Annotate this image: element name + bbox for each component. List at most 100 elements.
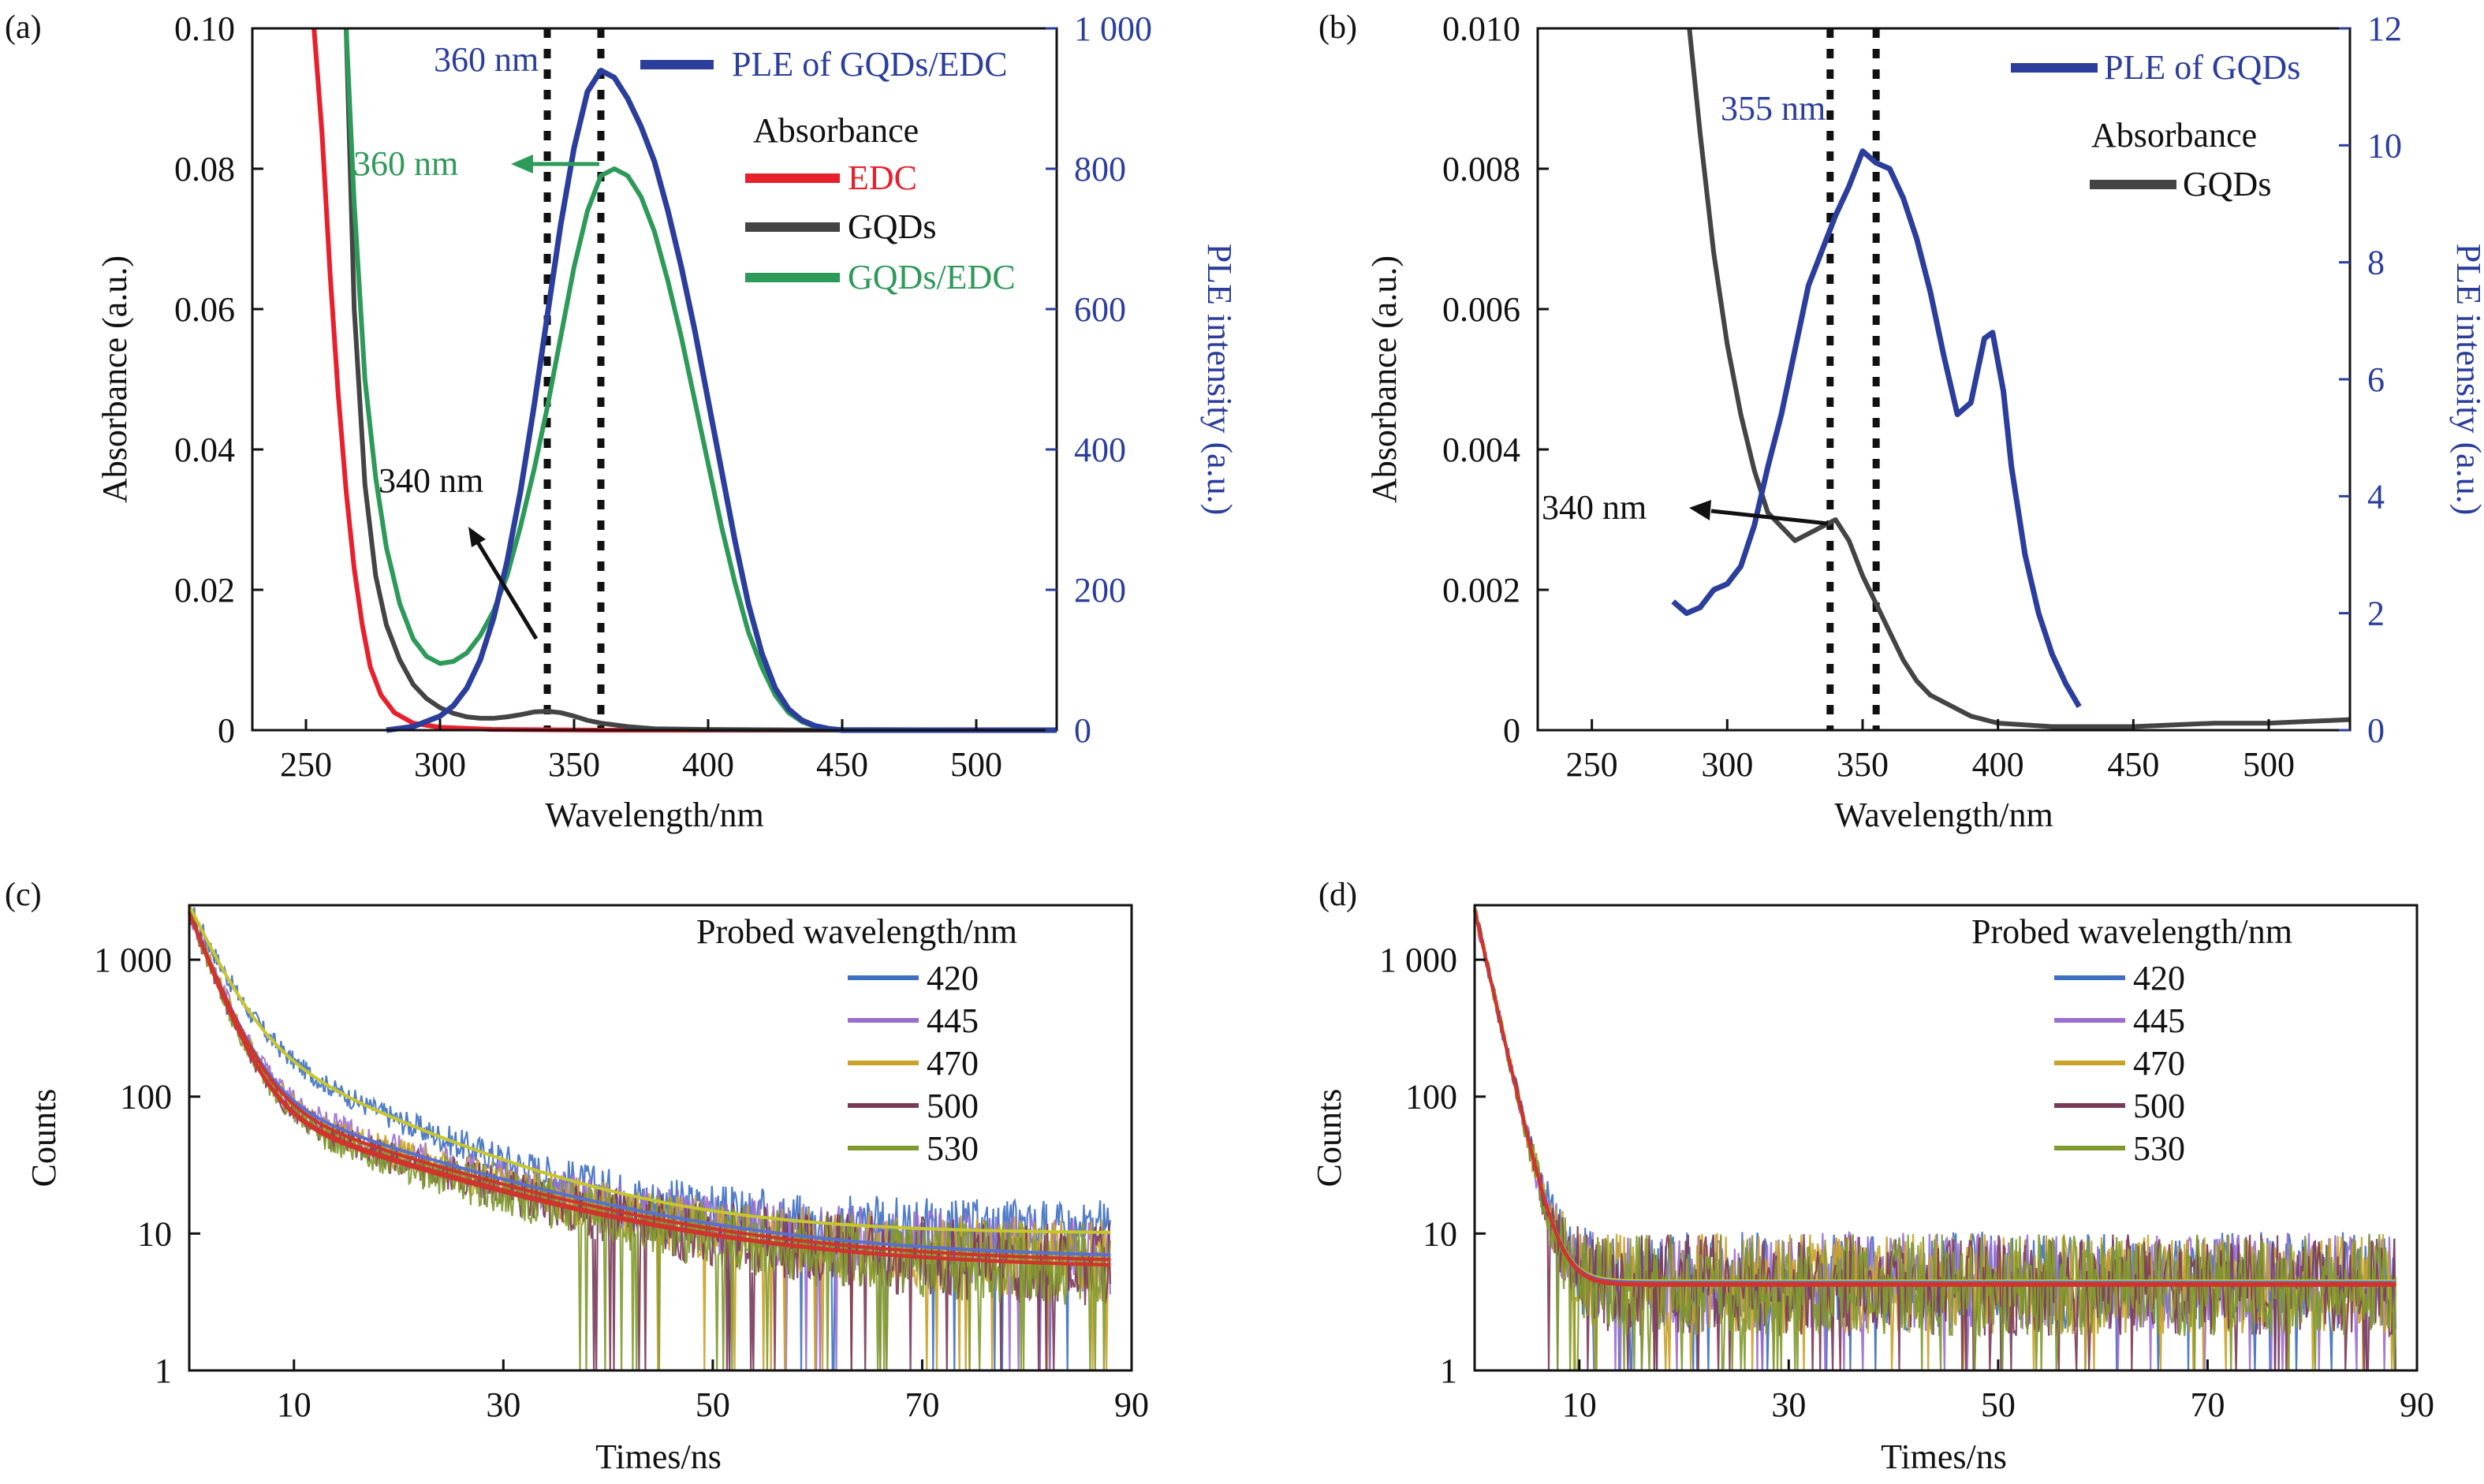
legend-title-absorbance-b: Absorbance xyxy=(2091,116,2257,155)
y-tick-label: 1 000 xyxy=(1379,941,1457,979)
x-tick-label: 250 xyxy=(1566,745,1618,784)
series-line-gqds xyxy=(344,28,1057,733)
legend-label-470: 470 xyxy=(2133,1044,2185,1083)
y-right-tick-label: 8 xyxy=(2367,244,2385,282)
y-tick-label: 100 xyxy=(120,1078,172,1117)
y-tick-label: 0.02 xyxy=(174,571,235,610)
panel-b-ylabel-right: PLE intensity (a.u.) xyxy=(2449,244,2484,516)
legend-label-470: 470 xyxy=(927,1044,979,1083)
panel-d-xlabel: Times/ns xyxy=(1881,1437,2007,1476)
x-tick-label: 10 xyxy=(277,1385,311,1424)
panel-c-frame xyxy=(188,904,1133,1372)
panel-b-axes: 250 300 350 400 450 500 0 0.002 0.004 0.006 0.008 0… xyxy=(1442,9,2402,784)
y-tick-label: 0.04 xyxy=(174,431,235,469)
annotation-arrowhead-340nm-b xyxy=(1689,500,1711,520)
y-tick-label: 1 xyxy=(155,1352,172,1390)
fit-line-530 xyxy=(188,912,1111,1267)
y-tick-label: 0.004 xyxy=(1442,431,1520,469)
x-tick-label: 250 xyxy=(280,745,332,784)
y-tick-label: 0.008 xyxy=(1442,150,1520,188)
panel-label-a: (a) xyxy=(5,9,42,46)
panel-c-legend: Probed wavelength/nm 420 445 470 500 530 xyxy=(696,912,1017,1168)
legend-label-ple-gqds-edc: PLE of GQDs/EDC xyxy=(732,45,1008,84)
legend-label-420: 420 xyxy=(2133,959,2185,997)
x-tick-label: 90 xyxy=(2400,1385,2434,1424)
y-right-tick-label: 600 xyxy=(1074,290,1126,329)
legend-label-gqds-b: GQDs xyxy=(2183,165,2271,203)
panel-a-frame xyxy=(251,27,1058,732)
panel-c-ylabel: Counts xyxy=(24,1089,63,1188)
x-tick-label: 50 xyxy=(1981,1385,2016,1424)
x-tick-label: 50 xyxy=(696,1385,730,1424)
legend-label-530: 530 xyxy=(927,1129,979,1168)
y-right-tick-label: 4 xyxy=(2367,477,2385,516)
y-right-tick-label: 0 xyxy=(1074,711,1091,750)
decay-trace-530 xyxy=(1473,908,2396,1372)
y-right-tick-label: 2 xyxy=(2367,595,2385,633)
y-right-tick-label: 0 xyxy=(2367,711,2385,750)
y-tick-label: 0 xyxy=(1503,711,1520,750)
x-tick-label: 30 xyxy=(1771,1385,1806,1424)
fit-line-445 xyxy=(188,911,1111,1257)
legend-label-gqds-edc: GQDs/EDC xyxy=(848,258,1016,296)
panel-d-ylabel: Counts xyxy=(1310,1089,1348,1188)
annotation-340nm: 340 nm xyxy=(379,461,483,500)
panel-b-plot xyxy=(1671,28,2351,730)
legend-label-420: 420 xyxy=(927,959,979,997)
annotation-355nm: 355 nm xyxy=(1721,89,1826,128)
y-right-tick-label: 12 xyxy=(2367,9,2402,48)
y-tick-label: 0.006 xyxy=(1442,290,1520,329)
x-tick-label: 450 xyxy=(816,745,868,784)
x-tick-label: 10 xyxy=(1562,1385,1597,1424)
y-tick-label: 1 xyxy=(1440,1352,1457,1390)
fit-line-420 xyxy=(188,904,1111,1234)
series-line-ple-of-gqds xyxy=(1671,148,2082,709)
decay-trace-530 xyxy=(188,911,1111,1371)
panel-b: (b) 250 300 350 400 450 500 0 0.002 0.004 0.006 0.… xyxy=(1318,9,2484,834)
panel-a-axes: 250 300 350 400 450 500 0 0.02 0.04 0.06 0.08 0.10 0… xyxy=(174,9,1152,784)
panel-c-plot xyxy=(188,904,1111,1372)
y-tick-label: 0.06 xyxy=(174,290,235,329)
legend-label-gqds: GQDs xyxy=(848,207,936,246)
annotation-360nm-ple: 360 nm xyxy=(434,40,539,79)
series-line-gqds-edc xyxy=(344,28,1057,733)
panel-b-xlabel: Wavelength/nm xyxy=(1834,796,2053,834)
legend-label-edc: EDC xyxy=(848,158,917,197)
panel-b-ylabel: Absorbance (a.u.) xyxy=(1365,255,1404,503)
y-tick-label: 0.002 xyxy=(1442,571,1520,610)
panel-a: (a) 250 300 350 400 450 500 0 0.02 0.04 0.06 0.08 0… xyxy=(5,9,1239,834)
y-right-tick-label: 1 000 xyxy=(1074,9,1152,48)
y-tick-label: 10 xyxy=(1423,1214,1457,1253)
fit-line-500 xyxy=(1473,909,2396,1287)
panel-d-legend: Probed wavelength/nm 420 445 470 500 530 xyxy=(1971,912,2292,1168)
panel-label-c: (c) xyxy=(5,877,42,913)
legend-title-probed-d: Probed wavelength/nm xyxy=(1971,912,2292,951)
fit-line-470 xyxy=(188,912,1111,1262)
y-tick-label: 0 xyxy=(218,711,235,750)
annotation-arrowhead-340nm xyxy=(468,527,486,547)
x-tick-label: 400 xyxy=(682,745,734,784)
annotation-arrow-340nm-b xyxy=(1710,509,1829,526)
x-tick-label: 90 xyxy=(1114,1385,1149,1424)
x-tick-label: 400 xyxy=(1972,745,2024,784)
y-tick-label: 1 000 xyxy=(94,941,172,979)
panel-label-d: (d) xyxy=(1318,877,1357,913)
panel-label-b: (b) xyxy=(1318,9,1357,46)
x-tick-label: 70 xyxy=(904,1385,939,1424)
x-tick-label: 350 xyxy=(548,745,600,784)
legend-label-500: 500 xyxy=(2133,1087,2185,1125)
legend-label-530: 530 xyxy=(2133,1129,2185,1168)
y-right-tick-label: 10 xyxy=(2367,126,2402,165)
series-line-edc xyxy=(311,28,1057,733)
annotation-340nm-b: 340 nm xyxy=(1542,488,1647,527)
y-tick-label: 10 xyxy=(137,1214,172,1253)
legend-label-445: 445 xyxy=(927,1001,979,1040)
y-right-tick-label: 800 xyxy=(1074,150,1126,188)
y-right-tick-label: 6 xyxy=(2367,360,2385,399)
y-right-tick-label: 400 xyxy=(1074,431,1126,469)
panel-a-legend: PLE of GQDs/EDC Absorbance EDC GQDs GQDs… xyxy=(640,45,1016,296)
